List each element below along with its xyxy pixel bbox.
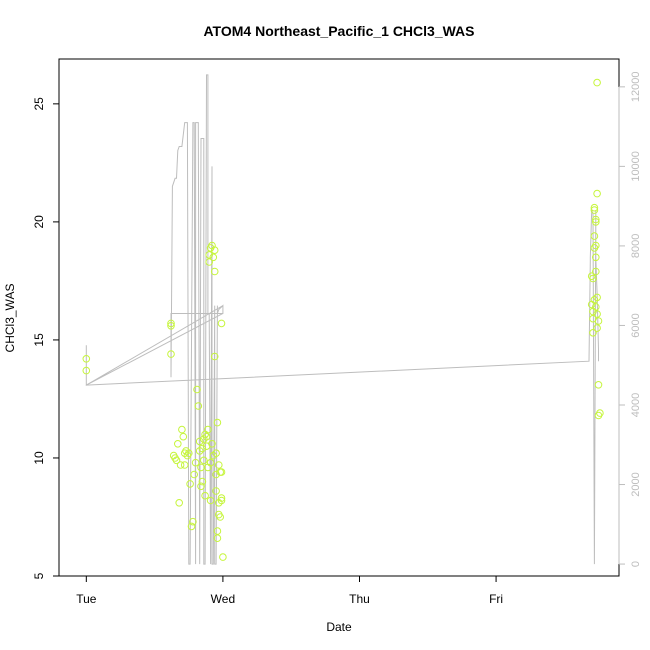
y-tick-label: 5 bbox=[32, 572, 46, 579]
data-point bbox=[195, 437, 204, 446]
y2-tick-label: 6000 bbox=[630, 313, 642, 337]
data-point bbox=[205, 258, 213, 266]
data-point bbox=[592, 241, 600, 250]
data-point bbox=[195, 447, 204, 455]
data-point bbox=[213, 418, 222, 427]
data-point bbox=[200, 435, 208, 443]
right-axis-line-series bbox=[85, 74, 599, 565]
data-point bbox=[209, 253, 218, 262]
data-point bbox=[174, 440, 182, 448]
y-axis-label: CHCl3_WAS bbox=[3, 284, 17, 353]
data-point bbox=[589, 274, 597, 283]
data-point bbox=[208, 440, 216, 448]
data-point bbox=[191, 458, 200, 467]
data-point bbox=[167, 319, 175, 328]
data-point bbox=[219, 553, 227, 561]
data-point bbox=[213, 534, 222, 543]
x-tick-label: Thu bbox=[349, 592, 370, 606]
y2-tick-label: 8000 bbox=[630, 234, 642, 258]
data-point bbox=[592, 253, 600, 262]
data-point bbox=[194, 402, 203, 410]
data-point bbox=[593, 310, 601, 318]
y-tick-label: 15 bbox=[32, 333, 46, 347]
x-tick-label: Tue bbox=[76, 592, 97, 606]
data-point bbox=[185, 449, 193, 458]
data-point bbox=[179, 432, 188, 441]
data-point bbox=[593, 324, 601, 332]
data-point bbox=[215, 461, 223, 469]
series-line bbox=[85, 74, 599, 565]
y-tick-label: 25 bbox=[32, 97, 46, 111]
data-point bbox=[193, 385, 201, 394]
data-point bbox=[592, 215, 600, 224]
y2-tick-label: 0 bbox=[630, 561, 642, 567]
y2-tick-label: 12000 bbox=[630, 72, 642, 103]
data-point bbox=[593, 293, 601, 302]
data-point bbox=[596, 409, 604, 417]
data-point bbox=[175, 499, 183, 507]
chart-title: ATOM4 Northeast_Pacific_1 CHCl3_WAS bbox=[203, 23, 474, 39]
data-point bbox=[82, 366, 91, 375]
data-point bbox=[82, 355, 91, 363]
y2-tick-label: 10000 bbox=[630, 151, 642, 182]
data-point bbox=[186, 480, 194, 488]
data-point bbox=[590, 203, 599, 212]
y2-tick-label: 4000 bbox=[630, 393, 642, 417]
data-point bbox=[206, 496, 215, 505]
data-point bbox=[212, 449, 220, 458]
point-series bbox=[82, 78, 604, 561]
data-point bbox=[190, 470, 198, 479]
data-point bbox=[167, 350, 175, 358]
data-point bbox=[592, 218, 600, 226]
y2-tick-label: 2000 bbox=[630, 472, 642, 496]
data-point bbox=[590, 206, 599, 214]
plot-frame bbox=[58, 58, 620, 577]
data-point bbox=[167, 322, 175, 330]
data-point bbox=[172, 456, 181, 465]
data-point bbox=[198, 477, 207, 486]
data-point bbox=[210, 246, 219, 254]
data-point bbox=[198, 444, 207, 453]
data-point bbox=[592, 267, 600, 276]
data-point bbox=[178, 425, 186, 434]
data-point bbox=[213, 527, 222, 535]
x-tick-label: Wed bbox=[211, 592, 235, 606]
data-point bbox=[216, 513, 224, 521]
data-point bbox=[217, 494, 226, 502]
data-point bbox=[202, 432, 211, 441]
data-point bbox=[204, 425, 212, 434]
data-point bbox=[593, 189, 601, 198]
data-point bbox=[189, 517, 197, 526]
data-point bbox=[200, 456, 208, 465]
axes: 5 10 15 20 25 0 2000 4000 6000 8000 10000 12000 Tue W… bbox=[32, 72, 642, 606]
data-point bbox=[590, 232, 599, 240]
data-point bbox=[592, 303, 600, 311]
x-tick-label: Fri bbox=[489, 592, 503, 606]
data-point bbox=[212, 487, 220, 495]
data-point bbox=[210, 352, 219, 361]
data-point bbox=[187, 522, 196, 531]
x-axis-label: Date bbox=[326, 620, 352, 634]
data-point bbox=[589, 329, 597, 337]
data-point bbox=[217, 319, 226, 328]
data-point bbox=[593, 78, 601, 87]
data-point bbox=[217, 496, 226, 505]
data-point bbox=[205, 251, 213, 259]
data-point bbox=[594, 317, 603, 325]
y-tick-label: 20 bbox=[32, 215, 46, 229]
data-point bbox=[210, 267, 219, 276]
data-point bbox=[176, 461, 185, 469]
y-tick-label: 10 bbox=[32, 451, 46, 465]
data-point bbox=[217, 468, 226, 476]
data-point bbox=[590, 296, 599, 304]
data-point bbox=[180, 461, 189, 469]
data-point bbox=[594, 381, 603, 389]
data-point bbox=[201, 491, 209, 500]
data-point bbox=[197, 482, 205, 491]
data-point bbox=[206, 458, 215, 467]
